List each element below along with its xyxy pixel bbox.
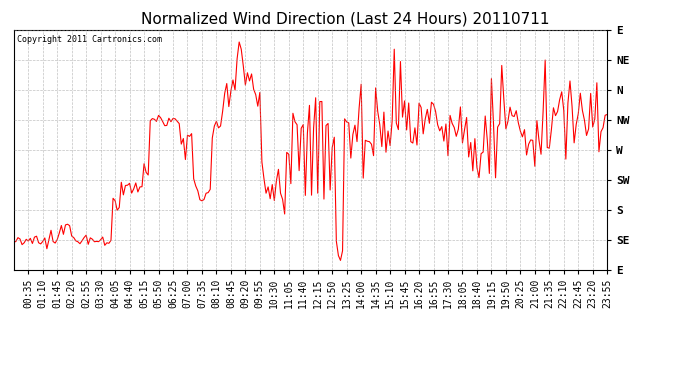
Text: Normalized Wind Direction (Last 24 Hours) 20110711: Normalized Wind Direction (Last 24 Hours…	[141, 11, 549, 26]
Text: Copyright 2011 Cartronics.com: Copyright 2011 Cartronics.com	[17, 35, 161, 44]
